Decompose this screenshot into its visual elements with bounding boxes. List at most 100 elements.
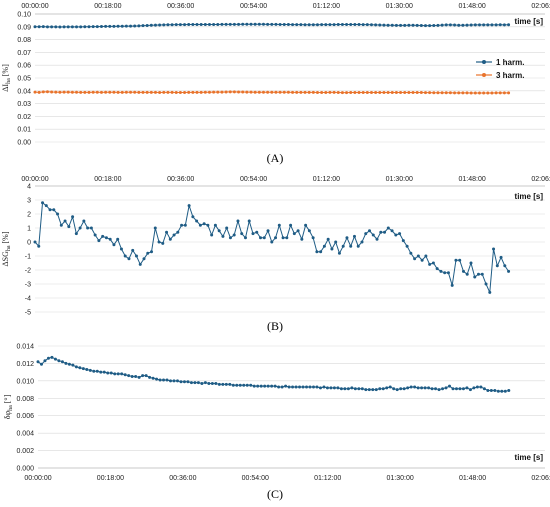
data-point xyxy=(75,25,79,29)
y-tick-label: 2 xyxy=(27,212,31,219)
data-point xyxy=(120,90,124,94)
data-point xyxy=(81,367,85,371)
data-point xyxy=(428,262,432,266)
y-tick-label: 0.09 xyxy=(17,24,31,31)
data-point xyxy=(166,23,170,27)
data-point xyxy=(284,384,288,388)
data-point xyxy=(349,244,353,248)
data-point xyxy=(101,234,105,238)
data-point xyxy=(228,382,232,386)
data-point xyxy=(70,90,74,94)
data-point xyxy=(191,23,195,26)
data-point xyxy=(453,23,457,27)
x-tick-label: 02:06:00 xyxy=(531,475,550,482)
data-point xyxy=(436,91,440,95)
data-point xyxy=(129,24,133,28)
data-point xyxy=(232,90,236,94)
data-point xyxy=(503,264,507,268)
data-point xyxy=(46,356,50,360)
data-point xyxy=(224,382,228,386)
data-point xyxy=(262,236,266,240)
data-point xyxy=(318,386,322,390)
data-point xyxy=(60,360,64,364)
x-tick-label: 00:54:00 xyxy=(240,3,267,10)
data-point xyxy=(472,386,476,390)
data-point xyxy=(419,24,423,28)
data-point xyxy=(116,90,120,94)
data-point xyxy=(221,234,225,238)
data-point xyxy=(207,90,211,94)
data-point xyxy=(500,389,504,393)
data-point xyxy=(174,90,178,94)
data-point xyxy=(299,23,303,27)
data-point xyxy=(357,23,361,26)
data-point xyxy=(99,25,103,29)
data-point xyxy=(383,230,387,234)
data-point xyxy=(477,23,481,27)
data-point xyxy=(198,223,202,227)
data-point xyxy=(477,91,481,95)
data-point xyxy=(281,236,285,240)
data-point xyxy=(203,90,207,94)
data-point xyxy=(461,269,465,273)
data-point xyxy=(150,250,154,254)
data-point xyxy=(48,208,52,212)
data-point xyxy=(52,208,56,212)
data-point xyxy=(345,236,349,240)
data-point xyxy=(403,23,407,27)
data-point xyxy=(448,23,452,27)
data-point xyxy=(312,385,315,389)
data-point xyxy=(420,258,424,262)
data-point xyxy=(266,90,270,94)
data-point xyxy=(129,90,133,94)
data-point xyxy=(336,386,340,390)
data-point xyxy=(235,383,239,387)
y-tick-label: 0.08 xyxy=(17,37,31,44)
data-point xyxy=(44,204,48,208)
data-point xyxy=(394,23,398,27)
x-tick-label: 01:48:00 xyxy=(459,176,486,183)
data-point xyxy=(307,229,311,233)
data-point xyxy=(322,244,326,248)
data-point xyxy=(195,219,199,223)
data-point xyxy=(87,90,91,94)
data-point xyxy=(507,23,511,27)
data-point xyxy=(507,91,511,95)
data-point xyxy=(361,90,365,94)
data-point xyxy=(411,23,415,27)
y-tick-label: 0.10 xyxy=(17,12,31,19)
data-point xyxy=(392,387,396,391)
data-point xyxy=(172,379,176,383)
y-tick-label: 0.06 xyxy=(17,63,31,70)
data-point xyxy=(158,378,162,382)
data-point xyxy=(325,386,329,390)
y-tick-label: 0.03 xyxy=(17,101,31,108)
data-point xyxy=(428,24,432,28)
data-point xyxy=(496,389,500,393)
data-point xyxy=(153,226,157,230)
data-point xyxy=(343,387,347,391)
data-point xyxy=(369,90,373,94)
data-point xyxy=(336,90,340,94)
data-point xyxy=(256,384,260,388)
data-point xyxy=(82,219,86,223)
data-point xyxy=(441,387,445,391)
data-point xyxy=(249,90,253,94)
data-point xyxy=(255,230,259,234)
data-point xyxy=(340,23,344,26)
data-point xyxy=(488,290,492,294)
data-point xyxy=(436,23,440,27)
data-point xyxy=(307,90,311,94)
data-point xyxy=(450,283,454,287)
data-point xyxy=(242,383,246,387)
data-point xyxy=(415,90,419,94)
data-point xyxy=(405,244,409,248)
y-tick-label: -3 xyxy=(25,282,31,289)
data-point xyxy=(390,23,394,27)
data-point xyxy=(241,22,245,26)
data-point xyxy=(416,386,420,390)
data-point xyxy=(178,23,182,27)
data-point xyxy=(220,90,224,94)
data-point xyxy=(305,385,309,389)
data-point xyxy=(50,355,54,359)
